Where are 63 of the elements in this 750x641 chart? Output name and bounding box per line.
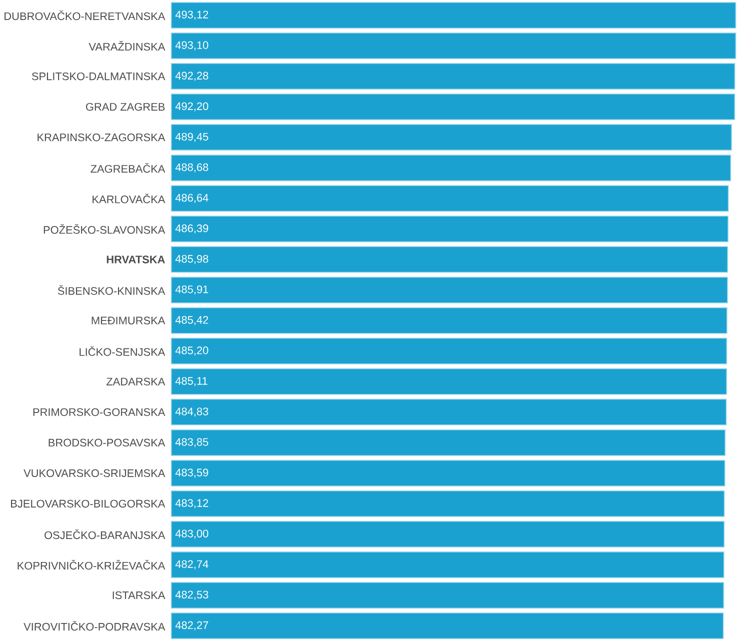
bar: [170, 582, 724, 609]
y-tick-label: VUKOVARSKO-SRIJEMSKA: [24, 469, 166, 478]
y-tick-label: VIROVITIČKO-PODRAVSKA: [24, 620, 166, 631]
data-label: 486,64: [175, 194, 208, 203]
data-label: 485,91: [175, 285, 208, 295]
y-tick-label: ŠIBENSKO-KNINSKA: [58, 285, 166, 295]
data-label: 483,59: [175, 468, 208, 478]
bar: [170, 32, 736, 60]
bar: [170, 551, 724, 578]
y-tick-label: OSJEČKO-BARANJSKA: [44, 529, 166, 540]
y-tick-label: GRAD ZAGREB: [86, 102, 165, 111]
bar: [170, 2, 736, 29]
bar: [170, 216, 729, 242]
data-label: 482,74: [175, 560, 208, 570]
y-tick-label: DUBROVAČKO-NERETVANSKA: [4, 10, 166, 20]
bar: [170, 612, 724, 640]
data-label: 482,27: [175, 621, 208, 630]
y-tick-label: ZADARSKA: [106, 378, 166, 386]
bar: [170, 276, 728, 304]
data-label: 483,00: [175, 530, 208, 539]
bar: [170, 246, 728, 273]
y-tick-label: BRODSKO-POSAVSKA: [48, 438, 166, 446]
bar: [170, 368, 728, 395]
bar: [170, 398, 727, 426]
data-label: 489,45: [175, 132, 208, 142]
data-label: 492,20: [175, 102, 208, 112]
y-tick-label: ISTARSKA: [112, 591, 166, 600]
data-label: 482,53: [175, 590, 208, 600]
bar: [170, 62, 736, 90]
data-label: 488,68: [175, 163, 208, 172]
y-tick-label: VARAŽDINSKA: [88, 40, 166, 51]
data-label: 484,83: [175, 408, 208, 417]
bar: [170, 154, 732, 182]
y-tick-label: LIČKO-SENJSKA: [80, 346, 166, 356]
bar: [170, 460, 726, 486]
y-tick-label: SPLITSKO-DALMATINSKA: [32, 72, 166, 80]
y-tick-label: POŽEŠKO-SLAVONSKA: [44, 224, 166, 234]
data-label: 485,20: [175, 346, 208, 356]
data-label: 483,12: [175, 499, 208, 508]
bar: [170, 124, 732, 151]
y-tick-label: KOPRIVNIČKO-KRIŽEVAČKA: [18, 560, 166, 570]
bar: [170, 520, 725, 548]
bar: [170, 93, 736, 120]
y-tick-label: MEĐIMURSKA: [92, 316, 166, 324]
bar: [170, 338, 728, 364]
data-label: 485,11: [175, 377, 208, 386]
y-tick-label: KRAPINSKO-ZAGORSKA: [38, 133, 166, 142]
data-label: 486,39: [175, 224, 208, 234]
y-tick-label: HRVATSKA: [106, 256, 165, 264]
bar: [170, 185, 729, 212]
bar: [170, 429, 726, 456]
data-label: 493,12: [175, 10, 208, 20]
data-label: 483,85: [175, 438, 208, 448]
y-tick-label: KARLOVAČKA: [92, 194, 166, 204]
y-tick-label: ZAGREBAČKA: [90, 163, 166, 173]
bar: [170, 490, 725, 517]
data-label: 485,98: [175, 254, 208, 264]
data-label: 492,28: [175, 72, 208, 81]
data-label: 485,42: [175, 316, 208, 326]
y-tick-label: PRIMORSKO-GORANSKA: [33, 408, 166, 416]
bar: [170, 307, 728, 334]
y-tick-label: BJELOVARSKO-BILOGORSKA: [11, 500, 166, 508]
data-label: 493,10: [175, 41, 208, 50]
